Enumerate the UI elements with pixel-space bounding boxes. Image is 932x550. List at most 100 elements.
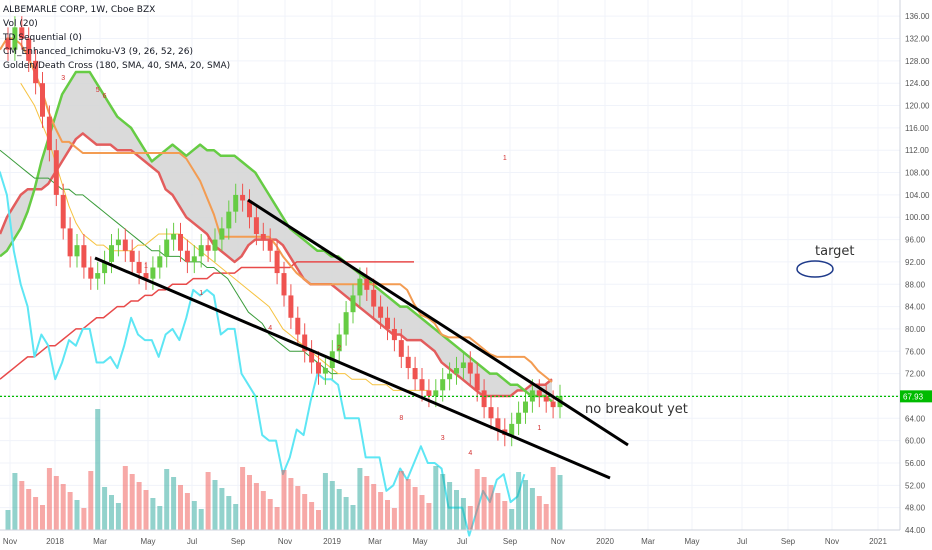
x-tick-label: Jul: [737, 537, 747, 546]
volume-bar: [26, 489, 32, 530]
volume-bar: [536, 496, 542, 530]
volume-bar: [219, 488, 225, 530]
y-tick-label: 104.00: [905, 191, 930, 200]
candle-body: [102, 261, 108, 274]
volume-bar: [267, 499, 273, 530]
candle-body: [136, 261, 142, 274]
td-count: 3: [61, 75, 65, 82]
x-tick-label: Mar: [368, 537, 382, 546]
x-tick-label: Mar: [93, 537, 107, 546]
drawings: [0, 198, 900, 480]
candle-body: [26, 38, 32, 61]
candle-body: [247, 200, 252, 218]
volume-bar: [440, 474, 446, 530]
x-tick-label: Mar: [641, 537, 655, 546]
volume-bar: [171, 477, 177, 530]
volume-bar: [467, 506, 473, 530]
candle-body: [12, 27, 18, 50]
volume-bar: [529, 488, 535, 530]
candle-body: [288, 295, 294, 318]
candle-body: [191, 256, 197, 262]
candle-body: [267, 239, 273, 251]
volume-bar: [136, 482, 142, 530]
candle-body: [233, 194, 239, 212]
candle-body: [371, 289, 377, 307]
candle-body: [509, 423, 515, 436]
y-tick-label: 108.00: [905, 169, 930, 178]
td-count: 4: [268, 325, 272, 332]
candle-body: [316, 362, 321, 374]
volume-bar: [184, 493, 190, 530]
volume-bar: [102, 487, 108, 530]
golden-cross-legend[interactable]: Golden/Death Cross (180, SMA, 40, SMA, 2…: [3, 61, 231, 71]
td-count: 1: [537, 425, 541, 432]
td-count: 1: [199, 290, 203, 297]
target-ellipse: [796, 260, 834, 278]
volume-bar: [109, 495, 114, 530]
candle-body: [536, 390, 542, 396]
candle-body: [143, 273, 149, 279]
td-count: 4: [468, 450, 472, 457]
volume-bar: [474, 469, 480, 530]
volume-bar: [357, 468, 363, 530]
candle-body: [19, 27, 25, 39]
price-axis[interactable]: 136.00 132.00 128.00 124.00 120.00 116.00 112.…: [899, 0, 932, 535]
volume-bar: [115, 503, 121, 530]
candle-body: [74, 245, 80, 257]
time-axis[interactable]: Nov 2018 Mar May Jul Sep Nov 2019 Mar May Jul Sep No…: [0, 529, 900, 546]
y-tick-label: 100.00: [905, 213, 930, 222]
volume-bar: [81, 508, 87, 530]
candle-body: [178, 233, 183, 251]
volume-bar: [122, 466, 128, 530]
candle-body: [426, 390, 432, 396]
candle-body: [302, 334, 308, 352]
y-tick-label: 56.00: [905, 459, 926, 468]
candle-body: [53, 150, 59, 195]
volume-bar: [391, 508, 397, 530]
candle-body: [447, 373, 453, 380]
td-legend[interactable]: TD Sequential (0): [3, 33, 82, 43]
candle-body: [60, 194, 66, 229]
volume-bar: [322, 473, 328, 530]
x-tick-label: Sep: [503, 537, 518, 546]
volume-bar: [19, 481, 25, 530]
volume-bar: [164, 469, 170, 530]
y-tick-label: 112.00: [905, 146, 929, 155]
y-tick-label: 132.00: [905, 35, 930, 44]
td-count: 6: [103, 93, 107, 100]
volume-bar: [385, 500, 390, 530]
volume-bar: [481, 477, 487, 530]
candle-body: [322, 368, 328, 374]
td-count: 8: [399, 415, 403, 422]
candle-body: [281, 273, 287, 296]
volume-bar: [405, 479, 411, 530]
td-count: 3: [441, 435, 445, 442]
candle-body: [212, 239, 218, 251]
chikou-line: [0, 170, 526, 537]
candle-body: [81, 245, 87, 268]
symbol-title[interactable]: ALBEMARLE CORP, 1W, Cboe BZX: [3, 5, 156, 15]
candle-body: [391, 328, 397, 341]
y-tick-label: 96.00: [905, 236, 926, 245]
volume-bar: [495, 493, 501, 530]
candle-body: [40, 83, 45, 117]
ichimoku-legend[interactable]: CM_Enhanced_Ichimoku-V3 (9, 26, 52, 26): [3, 47, 194, 57]
x-tick-label: Sep: [781, 537, 796, 546]
candle-body: [378, 306, 384, 318]
candle-body: [343, 312, 349, 335]
y-tick-label: 44.00: [905, 526, 926, 535]
volume-bar: [543, 504, 549, 530]
candle-body: [295, 317, 301, 335]
volume-bar: [74, 500, 80, 530]
candle-body: [550, 401, 556, 408]
x-tick-label: Nov: [3, 537, 17, 546]
volume-bar: [419, 495, 425, 530]
vol-legend[interactable]: Vol (20): [3, 19, 38, 29]
y-tick-label: 64.00: [905, 414, 926, 423]
volume-bar: [12, 473, 18, 530]
td-count: 1: [503, 155, 507, 162]
candle-body: [33, 60, 39, 84]
volume-bar: [281, 470, 287, 530]
volume-bar: [150, 498, 156, 530]
